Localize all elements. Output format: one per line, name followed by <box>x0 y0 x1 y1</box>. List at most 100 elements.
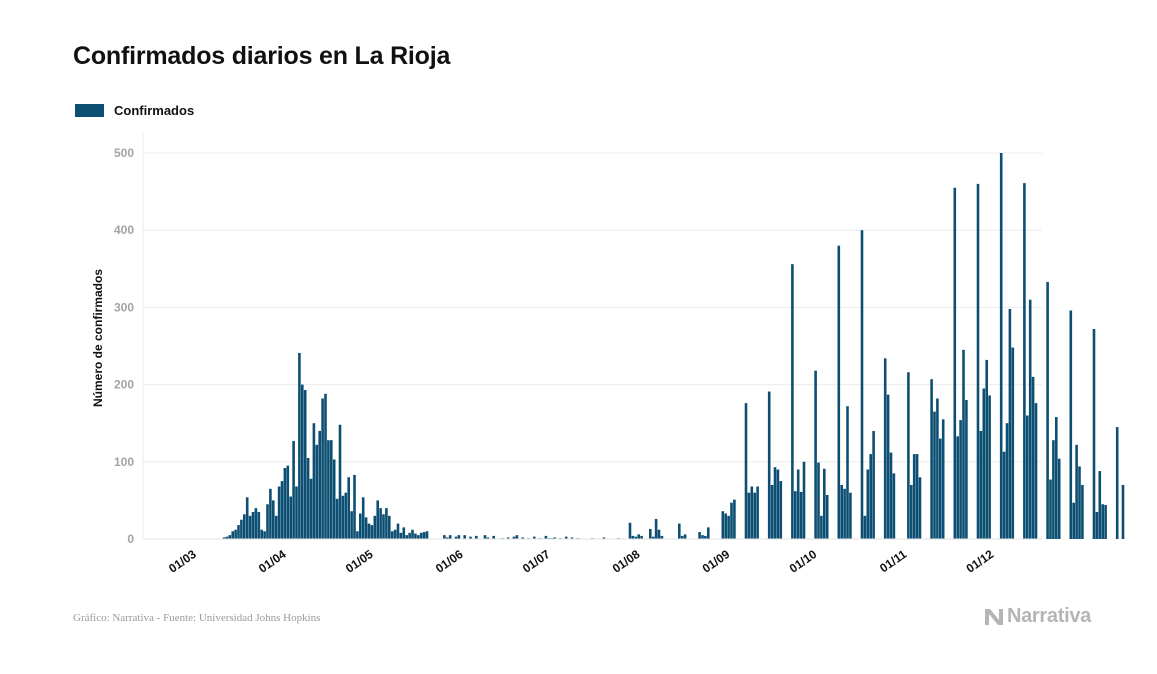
bar <box>1069 310 1073 539</box>
bar <box>634 536 638 539</box>
y-axis-label: Número de confirmados <box>91 269 105 407</box>
bar <box>356 531 359 539</box>
x-tick-label: 01/06 <box>433 547 466 576</box>
x-tick-label: 01/05 <box>343 547 376 576</box>
bar <box>379 508 382 539</box>
x-tick-label: 01/04 <box>256 547 289 576</box>
bar <box>979 430 983 539</box>
bar <box>286 465 290 539</box>
bar <box>825 495 829 539</box>
bar <box>698 532 701 539</box>
bar <box>860 230 864 539</box>
bar <box>486 537 490 539</box>
y-tick-label: 0 <box>127 532 134 546</box>
bar <box>953 187 957 540</box>
bar <box>631 535 635 539</box>
bar <box>956 436 959 539</box>
bar <box>883 358 887 539</box>
bar <box>225 536 229 539</box>
bar <box>721 511 725 539</box>
bar <box>791 264 794 539</box>
bar <box>243 514 246 539</box>
bar <box>298 352 301 539</box>
bar <box>707 527 710 539</box>
bar <box>463 535 466 539</box>
bar <box>382 514 385 539</box>
bar <box>1008 308 1012 539</box>
legend-swatch <box>75 104 104 117</box>
bar <box>324 393 327 539</box>
bar <box>272 500 275 539</box>
bar <box>1031 376 1035 539</box>
bar <box>866 469 870 539</box>
bar <box>240 519 243 539</box>
bar <box>367 523 371 539</box>
bar <box>1095 511 1099 539</box>
bar <box>396 523 400 539</box>
legend: Confirmados <box>75 103 194 118</box>
bar <box>254 508 258 539</box>
bar <box>794 491 797 539</box>
bar <box>651 536 655 539</box>
bar <box>370 525 374 539</box>
brand-logo: Narrativa <box>983 605 1091 628</box>
bar <box>277 486 281 539</box>
bar <box>1115 427 1119 539</box>
y-tick-label: 500 <box>114 146 134 160</box>
bar <box>1046 281 1049 539</box>
x-tick-label: 01/08 <box>610 547 643 576</box>
bar <box>405 535 408 539</box>
bar <box>753 492 756 539</box>
bar <box>266 504 269 539</box>
bar <box>533 536 536 539</box>
bar <box>779 481 783 539</box>
bar <box>939 438 942 539</box>
bar <box>222 537 226 539</box>
bar <box>353 474 356 539</box>
bar <box>814 370 817 539</box>
x-axis-tick-labels: 01/03 01/04 01/05 01/06 01/07 01/08 01/09 01/10… <box>166 547 996 576</box>
bar <box>260 529 263 539</box>
bar <box>564 536 568 539</box>
bar <box>756 486 759 539</box>
bar <box>364 517 368 539</box>
bar <box>1052 440 1055 539</box>
bar <box>228 535 232 539</box>
bar <box>910 484 913 539</box>
bar <box>823 468 826 539</box>
bar <box>985 359 988 539</box>
bar <box>962 349 965 539</box>
bar <box>248 515 252 539</box>
y-tick-label: 200 <box>114 378 134 392</box>
bar <box>399 532 403 539</box>
bar <box>770 484 774 539</box>
bar <box>289 496 292 539</box>
bar <box>840 484 843 539</box>
bar <box>376 500 379 539</box>
bar <box>390 531 394 539</box>
bar <box>506 537 510 539</box>
bar <box>799 491 803 539</box>
bar <box>388 515 391 539</box>
bar <box>373 515 377 539</box>
bar <box>417 535 420 539</box>
bar <box>469 536 472 539</box>
bar <box>309 478 313 539</box>
bar <box>385 508 388 539</box>
bar <box>306 457 310 539</box>
y-tick-label: 400 <box>114 223 134 237</box>
bar <box>231 531 234 539</box>
x-tick-label: 01/11 <box>877 547 909 575</box>
bar <box>965 400 968 539</box>
x-tick-label: 01/12 <box>964 547 997 576</box>
bar <box>1075 444 1078 539</box>
bar <box>817 462 820 539</box>
bar <box>544 535 548 539</box>
bar <box>332 459 336 539</box>
legend-label: Confirmados <box>114 103 195 118</box>
bar <box>660 535 664 539</box>
bar <box>521 537 524 539</box>
x-tick-label: 01/07 <box>520 547 553 576</box>
bar <box>295 486 298 539</box>
